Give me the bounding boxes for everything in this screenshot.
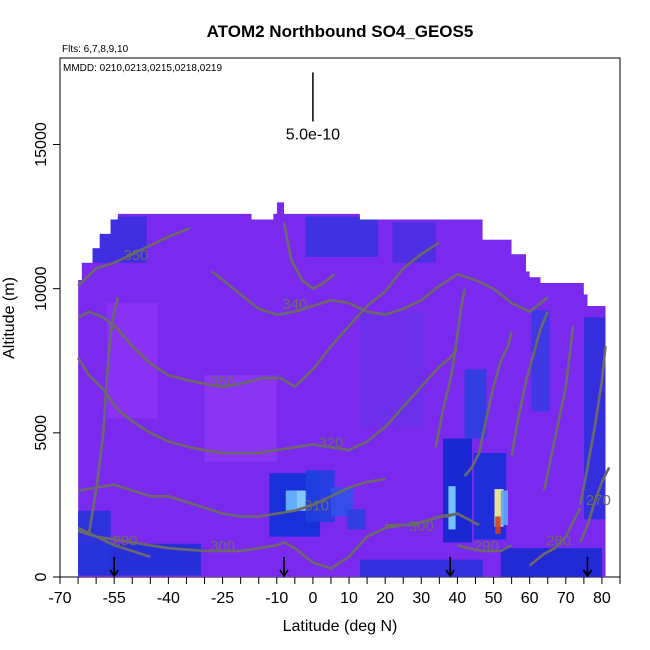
contour-line — [77, 241, 441, 388]
y-axis: 0 5000 10000 15000 — [33, 122, 60, 581]
contour-line — [542, 325, 575, 491]
contour-label: 290 — [112, 532, 137, 549]
contour-line — [463, 331, 513, 477]
contour-label: 350 — [123, 247, 148, 264]
data-cell — [443, 438, 472, 543]
flights-note: Flts: 6,7,8,9,10 — [62, 44, 129, 55]
data-cell — [204, 375, 277, 462]
plot-area: 350 350 340 320 310 300 290 290 300 280 270 — [76, 202, 611, 577]
data-cell — [464, 369, 487, 439]
contour-label: 280 — [546, 532, 571, 549]
data-cell — [392, 222, 436, 263]
x-axis: -70 -55 -40 -25 -10 0 10 20 30 40 50 60 70 80 — [48, 577, 621, 607]
data-cell — [500, 490, 508, 526]
data-cell — [305, 216, 378, 257]
contour-line — [579, 466, 611, 543]
x-tick-label: 80 — [593, 590, 611, 607]
x-tick-label: -55 — [103, 590, 126, 607]
x-axis-label: Latitude (deg N) — [283, 618, 398, 635]
data-cell — [347, 509, 366, 530]
data-cell — [494, 489, 504, 527]
data-cell — [448, 486, 456, 530]
data-cell — [285, 490, 297, 511]
data-cell — [359, 559, 483, 577]
contour-line — [579, 346, 607, 506]
y-tick-label: 10000 — [33, 266, 50, 311]
x-tick-label: -25 — [211, 590, 234, 607]
data-cell — [296, 490, 308, 511]
contour-line — [510, 311, 549, 457]
flight-arrow-head — [445, 569, 455, 577]
data-cell — [495, 516, 501, 534]
contour-line — [528, 507, 582, 567]
scale-bar: 5.0e-10 — [286, 72, 340, 143]
contour-line — [77, 226, 191, 287]
flight-arrow-head — [279, 569, 289, 577]
contour-line — [385, 512, 480, 527]
contour-layer: 350 350 340 320 310 300 290 290 300 280 270 — [76, 222, 611, 570]
flight-arrow-head — [582, 569, 593, 577]
contour-label: 350 — [210, 374, 235, 391]
contour-line — [77, 477, 386, 518]
scale-bar-label: 5.0e-10 — [286, 126, 340, 143]
y-tick-label: 0 — [33, 572, 50, 581]
contour-line — [282, 222, 336, 290]
x-tick-label: -10 — [265, 590, 288, 607]
x-tick-label: 50 — [485, 590, 503, 607]
x-tick-label: 20 — [376, 590, 394, 607]
contour-label: 270 — [586, 492, 611, 509]
contour-line — [87, 296, 120, 535]
contour-line — [210, 270, 549, 316]
dates-note: MMDD: 0210,0213,0215,0218,0219 — [63, 63, 222, 74]
x-tick-label: -40 — [157, 590, 180, 607]
x-tick-label: 10 — [340, 590, 358, 607]
contour-label: 300 — [409, 518, 434, 535]
x-tick-label: 40 — [449, 590, 467, 607]
x-tick-label: -70 — [48, 590, 71, 607]
data-cell — [359, 311, 425, 427]
contour-line — [457, 544, 513, 553]
contour-label: 290 — [474, 538, 499, 555]
y-axis-label: Altitude (m) — [1, 277, 18, 359]
contour-label: 310 — [304, 498, 329, 515]
contour-line — [76, 348, 459, 455]
contour-label: 320 — [318, 434, 343, 451]
contour-label: 340 — [282, 296, 307, 313]
contour-line — [434, 288, 466, 448]
y-tick-label: 5000 — [33, 415, 50, 451]
chart-title: ATOM2 Northbound SO4_GEOS5 — [207, 22, 474, 41]
flight-arrow-head — [109, 569, 119, 577]
x-tick-label: 30 — [412, 590, 430, 607]
data-cell — [78, 510, 111, 575]
y-tick-label: 15000 — [33, 122, 50, 167]
x-tick-label: 70 — [557, 590, 575, 607]
data-cell — [107, 303, 158, 419]
data-cell — [583, 317, 606, 520]
x-tick-label: 0 — [308, 590, 317, 607]
data-background — [78, 202, 606, 577]
x-tick-label: 60 — [521, 590, 539, 607]
arrow-layer — [109, 556, 593, 577]
data-cell — [531, 310, 550, 412]
contour-label: 300 — [210, 538, 235, 555]
